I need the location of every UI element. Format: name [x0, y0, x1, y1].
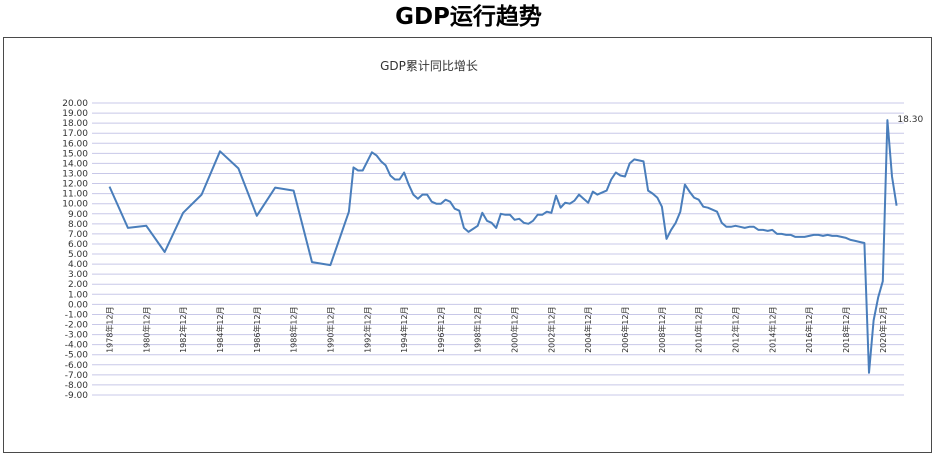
y-tick-label: 4.00 [68, 260, 88, 270]
y-tick-label: -7.00 [65, 371, 89, 381]
y-tick-label: 9.00 [68, 210, 88, 220]
y-tick-label: 20.00 [62, 99, 88, 109]
x-tick-label: 1978年12月 [104, 306, 114, 353]
y-tick-label: -2.00 [65, 321, 89, 331]
y-tick-label: 15.00 [62, 149, 88, 159]
y-tick-label: 2.00 [68, 280, 88, 290]
y-tick-label: 8.00 [68, 220, 88, 230]
y-tick-label: 13.00 [62, 169, 88, 179]
x-tick-label: 2012年12月 [731, 306, 741, 353]
y-tick-label: 16.00 [62, 139, 88, 149]
y-tick-label: 7.00 [68, 230, 88, 240]
x-tick-label: 2000年12月 [510, 306, 520, 353]
y-tick-label: 12.00 [62, 180, 88, 190]
series-line [108, 119, 898, 374]
chart-frame: GDP累计同比增长 20.00 19.00 18.00 17.00 16.00 15.00… [3, 37, 932, 453]
x-tick-label: 2016年12月 [804, 306, 814, 353]
gridlines [92, 102, 904, 396]
y-tick-label: -6.00 [65, 361, 89, 371]
x-tick-label: 2020年12月 [878, 306, 888, 353]
y-tick-label: 10.00 [62, 200, 88, 210]
x-tick-label: 1982年12月 [178, 306, 188, 353]
y-tick-label: -1.00 [65, 310, 89, 320]
x-tick-label: 2018年12月 [841, 306, 851, 353]
x-tick-label: 1986年12月 [252, 306, 262, 353]
x-tick-label: 1994年12月 [399, 306, 409, 353]
x-tick-label: 1984年12月 [215, 306, 225, 353]
series-layer [108, 119, 898, 374]
x-tick-label: 2006年12月 [620, 306, 630, 353]
y-tick-label: 14.00 [62, 159, 88, 169]
page-title: GDP运行趋势 [395, 4, 542, 30]
x-tick-label: 1992年12月 [362, 306, 372, 353]
y-tick-label: -8.00 [65, 381, 89, 391]
y-tick-label: -3.00 [65, 331, 89, 341]
x-tick-label: 2014年12月 [767, 306, 777, 353]
x-tick-label: 1980年12月 [141, 306, 151, 353]
gdp-line-chart: GDP累计同比增长 20.0019.0018.0017.0016.0015.00… [62, 59, 923, 401]
y-tick-label: 18.00 [62, 119, 88, 129]
y-tick-label: 0.00 [68, 300, 88, 310]
y-tick-label: -5.00 [65, 351, 89, 361]
y-tick-label: 11.00 [62, 190, 88, 200]
y-tick-label: 3.00 [68, 270, 88, 280]
x-tick-label: 2008年12月 [657, 306, 667, 353]
y-tick-label: 19.00 [62, 109, 88, 119]
x-tick-label: 1988年12月 [289, 306, 299, 353]
y-tick-label: -9.00 [65, 391, 89, 401]
y-tick-label: -4.00 [65, 341, 89, 351]
x-tick-label: 2002年12月 [546, 306, 556, 353]
x-tick-label: 2004年12月 [583, 306, 593, 353]
x-tick-label: 1996年12月 [436, 306, 446, 353]
x-tick-label: 2010年12月 [694, 306, 704, 353]
x-axis-tick-labels: 1978年12月 1980年12月 1982年12月 1984年12月 1986年12月… [104, 306, 887, 353]
y-tick-label: 6.00 [68, 240, 88, 250]
y-tick-label: 1.00 [68, 290, 88, 300]
chart-title: GDP累计同比增长 [380, 59, 478, 73]
y-axis-tick-labels: 20.0019.0018.0017.0016.0015.0014.0013.00… [62, 99, 88, 401]
x-tick-label: 1998年12月 [473, 306, 483, 353]
annotation-layer: 18.30 [897, 115, 923, 125]
y-tick-label: 5.00 [68, 250, 88, 260]
data-label-peak: 18.30 [897, 115, 923, 125]
x-tick-label: 1990年12月 [325, 306, 335, 353]
y-tick-label: 17.00 [62, 129, 88, 139]
